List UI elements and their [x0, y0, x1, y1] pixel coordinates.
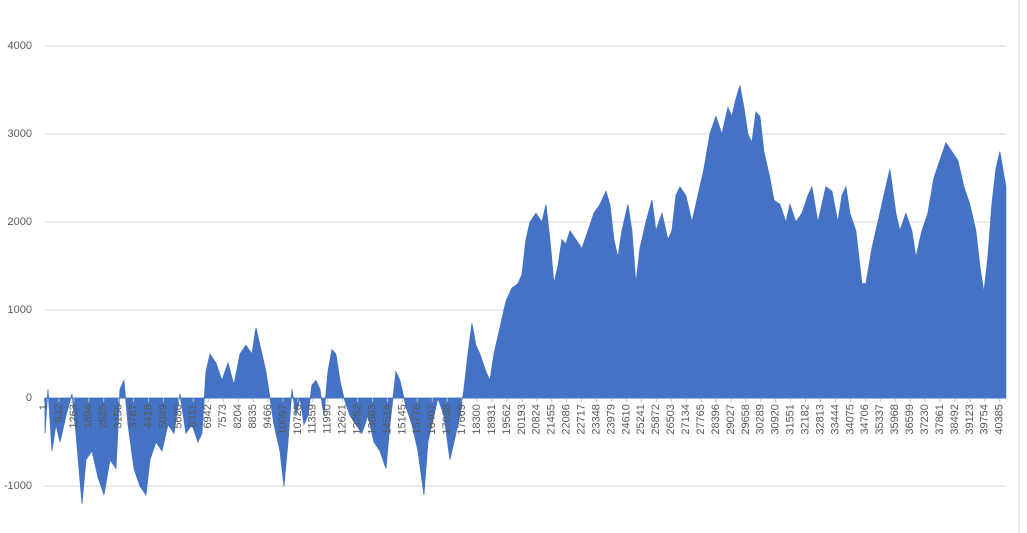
x-tick-label: 30920	[770, 404, 782, 435]
x-tick-label: 34075	[844, 404, 856, 435]
x-tick-label: 23348	[590, 404, 602, 435]
y-tick-label: -1000	[4, 480, 32, 492]
x-tick-label: 28396	[710, 404, 722, 435]
x-tick-label: 13883	[366, 404, 378, 435]
y-tick-label: 0	[26, 392, 32, 404]
y-tick-label: 2000	[8, 216, 32, 228]
x-tick-label: 22086	[561, 404, 573, 435]
x-tick-label: 23979	[605, 404, 617, 435]
x-tick-label: 33444	[829, 404, 841, 435]
x-tick-label: 16407	[426, 404, 438, 435]
x-tick-label: 4418	[142, 404, 154, 428]
x-tick-label: 8835	[247, 404, 259, 428]
x-tick-label: 7573	[217, 404, 229, 428]
x-tick-label: 21455	[546, 404, 558, 435]
x-tick-label: 10097	[277, 404, 289, 435]
x-tick-label: 25241	[635, 404, 647, 435]
x-tick-label: 20824	[531, 404, 543, 435]
x-tick-label: 32182	[800, 404, 812, 435]
x-tick-label: 29027	[725, 404, 737, 435]
x-tick-label: 27765	[695, 404, 707, 435]
x-tick-label: 36599	[904, 404, 916, 435]
x-tick-label: 18931	[486, 404, 498, 435]
x-tick-label: 1	[38, 404, 50, 410]
x-tick-label: 29658	[740, 404, 752, 435]
x-tick-label: 30289	[755, 404, 767, 435]
x-tick-label: 20193	[516, 404, 528, 435]
x-tick-label: 632	[53, 404, 65, 422]
x-tick-label: 12621	[337, 404, 349, 435]
x-tick-label: 15145	[396, 404, 408, 435]
x-tick-label: 3156	[113, 404, 125, 428]
x-tick-label: 31551	[785, 404, 797, 435]
x-tick-label: 35337	[874, 404, 886, 435]
x-tick-label: 6311	[187, 404, 199, 428]
x-tick-label: 15776	[411, 404, 423, 435]
x-tick-label: 5680	[172, 404, 184, 428]
x-tick-label: 13252	[352, 404, 364, 435]
x-tick-label: 39123	[964, 404, 976, 435]
y-tick-label: 3000	[8, 128, 32, 140]
x-tick-label: 38492	[949, 404, 961, 435]
x-tick-label: 22717	[576, 404, 588, 435]
y-tick-label: 4000	[8, 40, 32, 52]
area	[44, 85, 1007, 504]
x-tick-label: 3787	[128, 404, 140, 428]
x-tick-label: 1263	[68, 404, 80, 428]
x-tick-label: 8204	[232, 404, 244, 428]
x-tick-label: 5049	[157, 404, 169, 428]
x-tick-label: 27134	[680, 404, 692, 435]
x-tick-label: 6942	[202, 404, 214, 428]
x-tick-label: 25872	[650, 404, 662, 435]
x-tick-label: 37230	[919, 404, 931, 435]
x-tick-label: 9466	[262, 404, 274, 428]
x-tick-label: 10728	[292, 404, 304, 435]
x-tick-label: 11359	[307, 404, 319, 434]
x-tick-label: 24610	[620, 404, 632, 435]
x-tick-label: 40385	[994, 404, 1006, 435]
x-tick-label: 18300	[471, 404, 483, 435]
x-tick-label: 26503	[665, 404, 677, 435]
x-tick-label: 1894	[83, 404, 95, 428]
x-tick-label: 37861	[934, 404, 946, 435]
x-tick-label: 32813	[814, 404, 826, 435]
x-tick-label: 17038	[441, 404, 453, 435]
x-tick-label: 17669	[456, 404, 468, 435]
x-tick-label: 11990	[322, 404, 334, 434]
y-tick-label: 1000	[8, 304, 32, 316]
x-tick-label: 35968	[889, 404, 901, 435]
x-tick-label: 39754	[979, 404, 991, 435]
x-tick-label: 2525	[98, 404, 110, 428]
x-tick-label: 14514	[381, 404, 393, 435]
x-tick-label: 19562	[501, 404, 513, 435]
x-tick-label: 34706	[859, 404, 871, 435]
